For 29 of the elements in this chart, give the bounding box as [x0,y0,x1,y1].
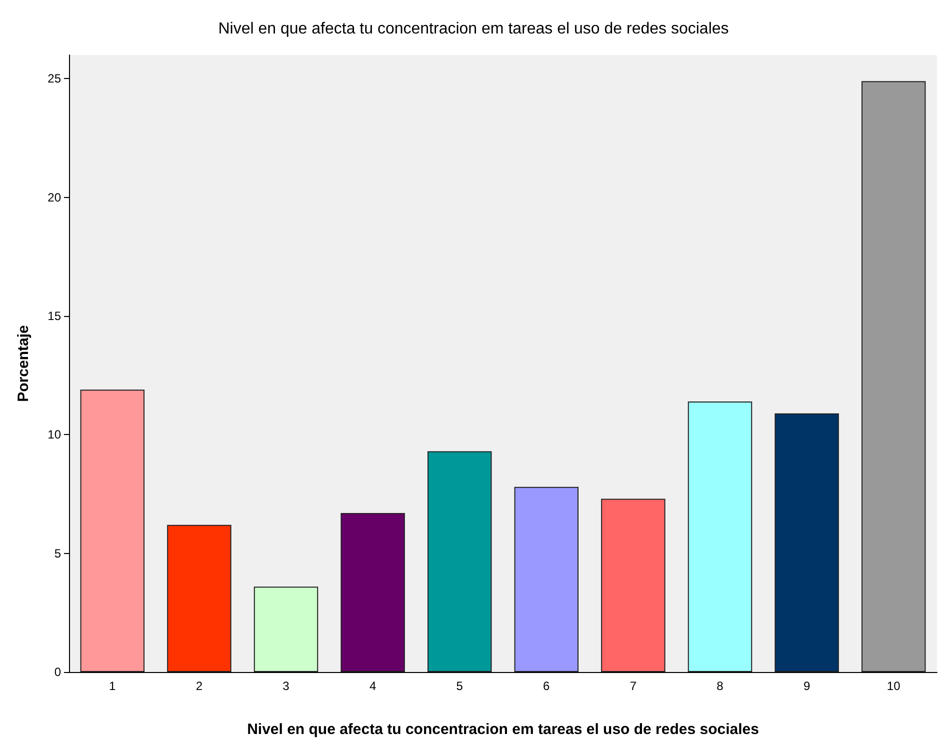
bar [427,451,492,672]
y-tick-label: 0 [54,665,62,679]
bar [514,486,579,672]
y-tick-label: 10 [48,428,62,442]
x-tick-label: 1 [109,679,116,693]
x-tick-label: 3 [282,679,290,693]
bar [861,81,926,672]
y-tick-label: 15 [48,309,62,324]
y-tick-label: 5 [54,546,62,560]
x-tick-label: 7 [630,679,637,693]
x-tick-label: 2 [196,679,203,693]
y-tick-label: 25 [48,72,62,86]
x-axis-title: Nivel en que afecta tu concentracion em tareas el uso de redes sociales [247,721,759,738]
bar [167,524,232,672]
x-tick-label: 5 [456,679,464,693]
bar [688,401,752,672]
x-tick-label: 8 [716,679,724,693]
bar [601,498,666,672]
y-tick-label: 20 [48,190,62,204]
y-axis-title: Porcentaje [15,325,32,402]
x-tick-label: 9 [803,679,810,693]
x-tick-label: 6 [543,679,550,693]
bar [774,413,839,672]
bar [254,586,318,672]
x-tick-label: 10 [886,679,901,693]
bar [340,513,405,672]
x-tick-label: 4 [369,679,376,693]
chart-title: Nivel en que afecta tu concentracion em tareas el uso de redes sociales [218,20,729,38]
bar [80,390,145,672]
